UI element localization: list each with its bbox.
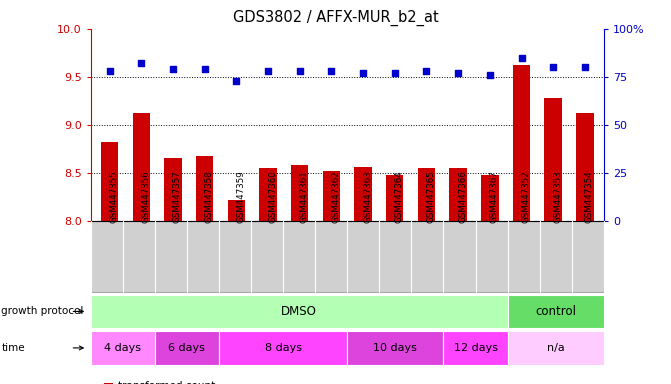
Bar — [386, 175, 403, 221]
Bar — [133, 113, 150, 221]
Text: GSM447360: GSM447360 — [268, 170, 277, 223]
Text: GDS3802 / AFFX-MUR_b2_at: GDS3802 / AFFX-MUR_b2_at — [233, 10, 438, 26]
Text: DMSO: DMSO — [281, 305, 317, 318]
Point — [358, 70, 368, 76]
Text: GSM447356: GSM447356 — [142, 170, 150, 223]
Point — [168, 66, 178, 72]
Text: control: control — [535, 305, 576, 318]
Bar — [450, 168, 467, 221]
Text: n/a: n/a — [547, 343, 565, 353]
Text: GSM447353: GSM447353 — [553, 170, 562, 223]
Text: GSM447366: GSM447366 — [458, 170, 467, 223]
Text: GSM447359: GSM447359 — [236, 170, 246, 223]
Point — [326, 68, 337, 74]
Text: GSM447358: GSM447358 — [205, 170, 213, 223]
Bar — [101, 142, 118, 221]
Bar — [354, 167, 372, 221]
Text: GSM447352: GSM447352 — [521, 170, 531, 223]
Text: 6 days: 6 days — [168, 343, 205, 353]
Text: growth protocol: growth protocol — [1, 306, 84, 316]
Text: 8 days: 8 days — [264, 343, 301, 353]
Bar — [544, 98, 562, 221]
Bar — [481, 175, 499, 221]
Bar — [323, 171, 340, 221]
Text: GSM447362: GSM447362 — [331, 170, 340, 223]
Text: 12 days: 12 days — [454, 343, 498, 353]
Point — [295, 68, 305, 74]
Text: 10 days: 10 days — [374, 343, 417, 353]
Bar — [259, 168, 276, 221]
Text: GSM447365: GSM447365 — [427, 170, 435, 223]
Text: GSM447367: GSM447367 — [490, 170, 499, 223]
Text: GSM447361: GSM447361 — [300, 170, 309, 223]
Text: transformed count: transformed count — [118, 381, 215, 384]
Point — [484, 72, 495, 78]
Bar — [513, 65, 530, 221]
Text: GSM447357: GSM447357 — [173, 170, 182, 223]
Text: GSM447364: GSM447364 — [395, 170, 404, 223]
Point — [580, 64, 590, 70]
Text: GSM447355: GSM447355 — [109, 170, 119, 223]
Point — [104, 68, 115, 74]
Point — [453, 70, 464, 76]
Bar — [291, 165, 309, 221]
Bar — [227, 200, 245, 221]
Bar — [196, 156, 213, 221]
Bar — [418, 168, 435, 221]
Point — [199, 66, 210, 72]
Bar — [164, 158, 182, 221]
Point — [136, 60, 147, 66]
Point — [262, 68, 273, 74]
Text: time: time — [1, 343, 25, 353]
Text: GSM447354: GSM447354 — [585, 170, 594, 223]
Point — [231, 78, 242, 84]
Point — [516, 55, 527, 61]
Text: GSM447363: GSM447363 — [363, 170, 372, 223]
Bar — [576, 113, 594, 221]
Point — [548, 64, 558, 70]
Point — [389, 70, 400, 76]
Point — [421, 68, 432, 74]
Text: 4 days: 4 days — [104, 343, 141, 353]
